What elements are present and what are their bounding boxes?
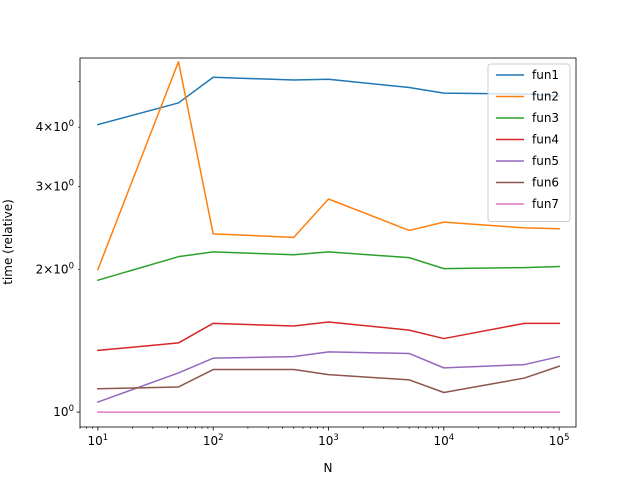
series-line-fun4	[97, 321, 560, 352]
legend-label-fun5: fun5	[532, 154, 559, 168]
legend: fun1 fun2 fun3 fun4 fun5 fun6 fun7	[487, 63, 571, 222]
x-tick-label: 101	[88, 433, 109, 448]
series-line-fun5	[96, 351, 561, 404]
plot-frame	[79, 57, 577, 428]
series-line-fun2	[96, 60, 560, 271]
x-tick-label: 104	[433, 433, 454, 448]
series-lines	[96, 60, 561, 413]
x-axis-label: N	[324, 461, 333, 475]
x-tick-label: 105	[549, 433, 570, 448]
y-tick-label: 100	[53, 404, 74, 419]
y-ticks: 100 2×100 3×100 4×100	[36, 80, 80, 419]
legend-label-fun6: fun6	[532, 176, 559, 190]
x-tick-label: 102	[203, 433, 224, 448]
legend-label-fun2: fun2	[532, 90, 559, 104]
x-tick-label: 103	[318, 433, 339, 448]
y-tick-label: 4×100	[36, 119, 74, 134]
series-line-fun3	[96, 251, 560, 282]
legend-label-fun1: fun1	[532, 68, 559, 82]
y-axis-label: time (relative)	[1, 199, 15, 285]
legend-label-fun7: fun7	[532, 197, 559, 211]
series-line-fun6	[97, 365, 561, 394]
y-tick-label: 2×100	[36, 262, 74, 277]
y-tick-label: 3×100	[36, 178, 74, 193]
legend-label-fun4: fun4	[532, 133, 559, 147]
legend-label-fun3: fun3	[532, 111, 559, 125]
x-ticks: 101 102 103 104 105	[79, 427, 570, 448]
